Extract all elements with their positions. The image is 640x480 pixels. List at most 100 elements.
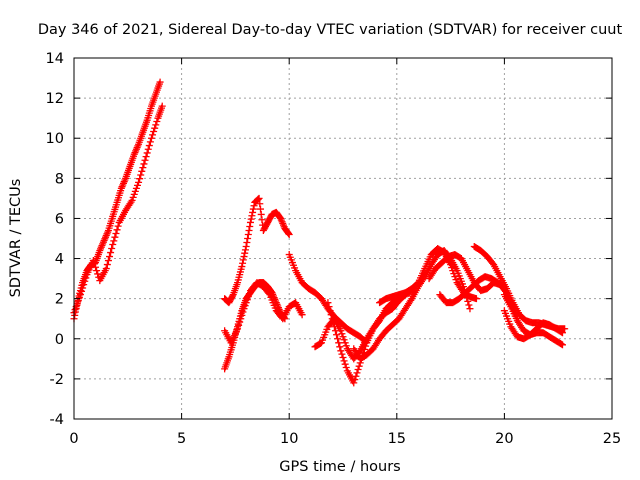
data-point bbox=[465, 301, 473, 309]
data-point bbox=[119, 181, 127, 189]
data-point bbox=[450, 270, 458, 278]
data-point bbox=[336, 343, 344, 351]
x-axis-ticks: 0 5 10 15 20 25 bbox=[69, 58, 621, 447]
data-point bbox=[246, 222, 254, 230]
data-point bbox=[141, 156, 149, 164]
data-point bbox=[269, 290, 277, 298]
series-10 bbox=[376, 245, 480, 307]
data-point bbox=[96, 247, 104, 255]
data-point bbox=[73, 300, 81, 308]
data-point bbox=[334, 335, 342, 343]
data-point bbox=[279, 219, 287, 227]
data-point bbox=[108, 245, 116, 253]
data-point bbox=[254, 196, 262, 204]
data-point bbox=[102, 231, 110, 239]
data-point bbox=[355, 362, 363, 370]
data-point bbox=[134, 142, 142, 150]
data-point bbox=[71, 306, 79, 314]
data-point bbox=[353, 369, 361, 377]
data-point bbox=[133, 144, 141, 152]
data-point bbox=[244, 235, 252, 242]
data-point bbox=[449, 267, 457, 275]
series-11 bbox=[425, 251, 511, 297]
data-point bbox=[351, 376, 359, 384]
data-point bbox=[268, 289, 276, 297]
data-point bbox=[78, 287, 86, 295]
data-point bbox=[466, 305, 474, 313]
data-point bbox=[111, 233, 119, 241]
data-point bbox=[143, 149, 151, 157]
data-point bbox=[248, 212, 256, 220]
data-point bbox=[150, 128, 158, 136]
data-point bbox=[255, 194, 263, 202]
data-point bbox=[121, 176, 129, 184]
data-point bbox=[275, 305, 283, 313]
data-point bbox=[254, 195, 262, 203]
data-point bbox=[239, 259, 247, 267]
data-point bbox=[114, 222, 122, 230]
data-point bbox=[249, 205, 257, 213]
data-point bbox=[109, 241, 117, 249]
data-point bbox=[362, 342, 370, 350]
data-point bbox=[98, 242, 106, 250]
y-axis-label: SDTVAR / TECUs bbox=[8, 179, 24, 298]
data-point bbox=[138, 167, 146, 175]
data-point bbox=[561, 325, 569, 333]
data-point bbox=[153, 118, 161, 126]
data-point bbox=[284, 229, 292, 237]
data-point bbox=[241, 246, 249, 254]
data-point bbox=[102, 265, 110, 273]
data-point bbox=[269, 292, 277, 300]
x-tick-label: 0 bbox=[69, 431, 78, 447]
data-point bbox=[110, 237, 118, 245]
data-point bbox=[559, 341, 567, 349]
data-point bbox=[285, 230, 293, 238]
chart-title: Day 346 of 2021, Sidereal Day-to-day VTE… bbox=[38, 22, 623, 38]
data-point bbox=[327, 311, 335, 319]
data-point bbox=[342, 342, 350, 350]
data-point bbox=[103, 261, 111, 269]
data-point bbox=[329, 319, 337, 327]
data-point bbox=[130, 150, 138, 158]
series-1 bbox=[70, 78, 164, 323]
data-point bbox=[135, 178, 143, 186]
data-point bbox=[452, 276, 460, 284]
series-3 bbox=[221, 194, 293, 307]
data-point bbox=[339, 353, 347, 361]
y-axis-ticks: -4 -2 0 2 4 6 8 10 12 14 bbox=[46, 51, 612, 428]
y-tick-label: -2 bbox=[50, 372, 64, 388]
data-point bbox=[100, 237, 108, 245]
data-point bbox=[149, 131, 157, 139]
data-point bbox=[156, 78, 164, 86]
plot-frame bbox=[73, 57, 613, 420]
data-point bbox=[279, 221, 287, 229]
data-point bbox=[257, 205, 265, 213]
data-point bbox=[273, 300, 281, 308]
data-point bbox=[151, 124, 159, 132]
data-point bbox=[80, 281, 88, 289]
data-point bbox=[120, 178, 128, 186]
data-point bbox=[277, 216, 285, 224]
data-point bbox=[113, 226, 121, 234]
data-point bbox=[272, 297, 280, 305]
data-point bbox=[272, 299, 280, 307]
data-point bbox=[270, 294, 278, 302]
x-tick-label: 10 bbox=[280, 431, 298, 447]
y-tick-label: 4 bbox=[55, 252, 64, 268]
y-tick-label: 12 bbox=[46, 91, 64, 107]
data-point bbox=[337, 347, 345, 355]
data-point bbox=[132, 145, 140, 153]
data-point bbox=[136, 175, 144, 183]
data-point bbox=[94, 270, 102, 278]
x-tick-label: 5 bbox=[177, 431, 186, 447]
data-point bbox=[341, 360, 349, 368]
data-point bbox=[81, 277, 89, 285]
data-point bbox=[158, 102, 166, 110]
data-point bbox=[137, 171, 145, 179]
data-point bbox=[330, 323, 338, 331]
data-point bbox=[229, 292, 237, 300]
data-point bbox=[242, 243, 250, 251]
series-5 bbox=[221, 279, 289, 373]
data-point bbox=[557, 328, 565, 336]
data-point bbox=[131, 187, 139, 195]
